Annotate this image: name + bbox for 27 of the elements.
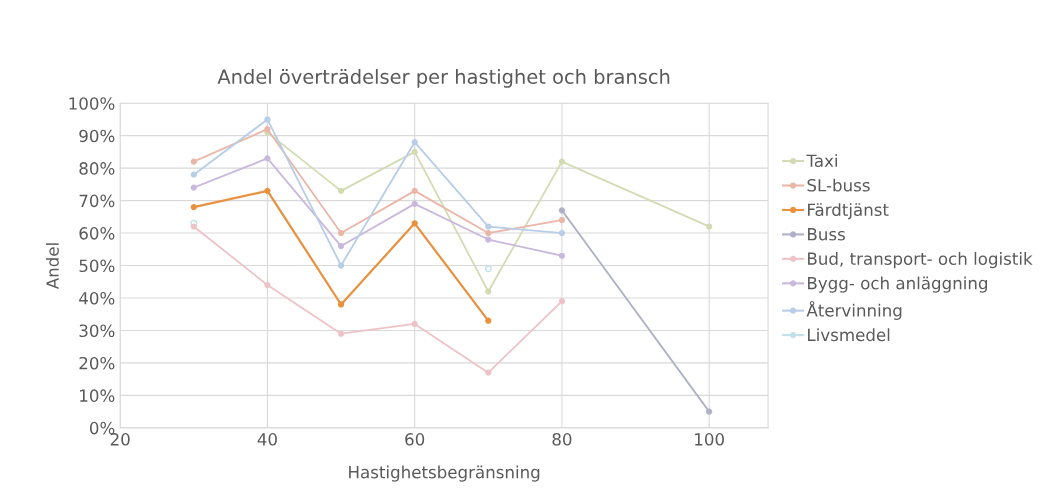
y-tick-label: 90% bbox=[79, 129, 115, 143]
legend-label: Taxi bbox=[806, 154, 837, 168]
y-tick-label: 30% bbox=[79, 324, 115, 338]
legend-label: Livsmedel bbox=[808, 328, 890, 342]
legend-label: Färdtjänst bbox=[808, 203, 889, 220]
x-tick-label: 20 bbox=[110, 433, 130, 446]
chart-title: Andel överträdelser per hastighet och bransch bbox=[217, 68, 670, 88]
x-tick-label: 80 bbox=[552, 433, 572, 446]
y-tick-label: 80% bbox=[79, 162, 115, 175]
y-axis-title: Andel bbox=[45, 243, 59, 290]
y-tick-label: 50% bbox=[79, 259, 115, 273]
legend-label: Återvinning bbox=[806, 300, 902, 320]
y-tick-label: 10% bbox=[80, 389, 115, 402]
y-tick-label: 0% bbox=[89, 421, 115, 435]
y-tick-label: 100% bbox=[69, 97, 115, 110]
x-tick-label: 60 bbox=[405, 433, 425, 446]
x-tick-label: 40 bbox=[257, 433, 277, 446]
legend-label: SL-buss bbox=[807, 178, 870, 192]
x-tick-label: 100 bbox=[695, 433, 724, 446]
legend-label: Buss bbox=[808, 228, 845, 241]
x-axis-title: Hastighetsbegränsning bbox=[349, 465, 540, 482]
y-tick-label: 40% bbox=[79, 291, 115, 305]
legend-label: Bud, transport- och logistik bbox=[808, 252, 1033, 269]
y-tick-label: 60% bbox=[79, 227, 115, 240]
legend-label: Bygg- och anläggning bbox=[808, 276, 987, 293]
y-tick-label: 20% bbox=[79, 356, 115, 370]
y-tick-label: 70% bbox=[79, 194, 115, 208]
